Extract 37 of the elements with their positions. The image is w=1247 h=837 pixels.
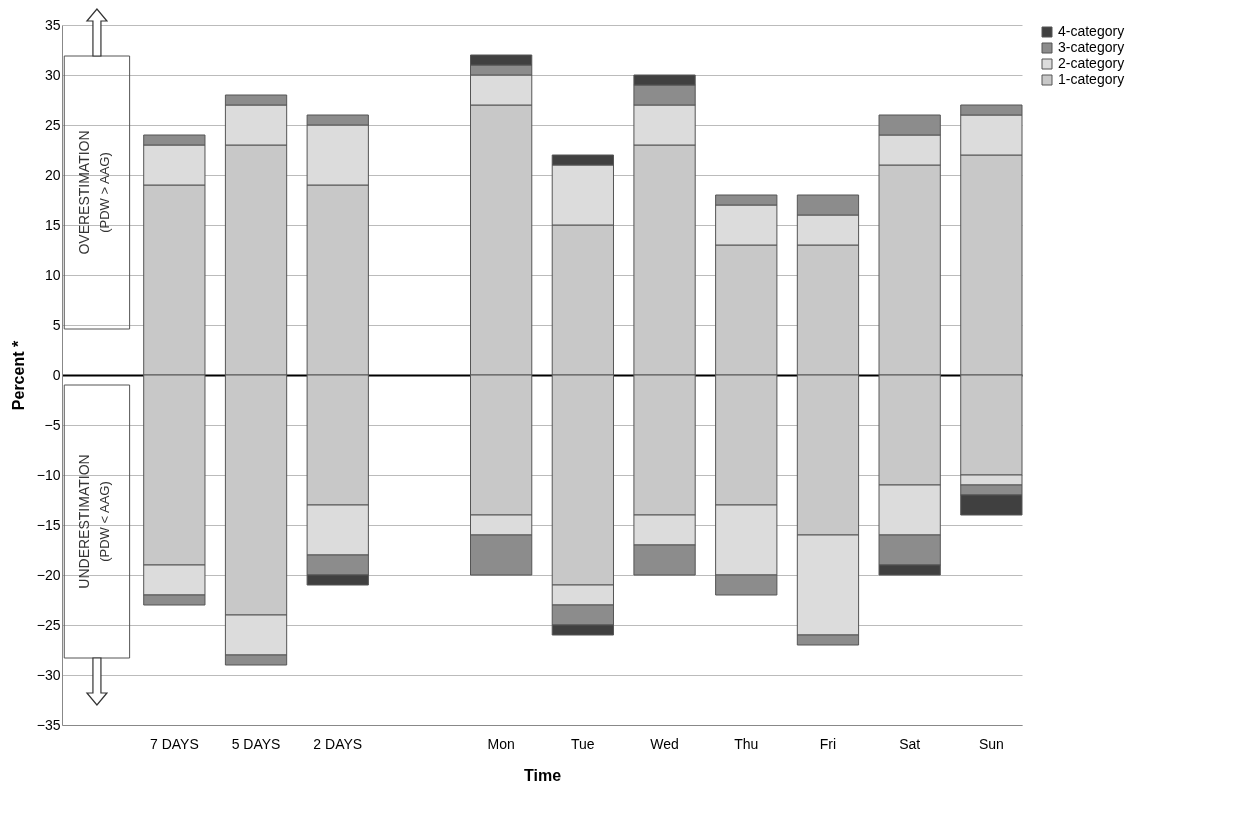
y-tick-label: 25	[44, 116, 61, 133]
y-tick-label: 0	[52, 366, 61, 383]
y-tick-label: −5	[44, 416, 61, 433]
y-tick-label: 10	[44, 266, 61, 283]
y-tick-label: 35	[44, 16, 61, 33]
annotation: (PDW < AAG)	[96, 481, 112, 562]
x-axis-title: Time	[523, 766, 562, 784]
legend-label: 4-category	[1058, 23, 1125, 39]
x-tick-label: Sun	[978, 735, 1004, 752]
x-tick-label: Thu	[734, 735, 759, 752]
text-box: OVERESTIMATION (PDW > AAG)	[63, 55, 131, 330]
x-tick-label: 7 DAYS	[149, 735, 199, 752]
y-tick-label: 20	[44, 166, 61, 183]
y-tick-label: 30	[44, 66, 61, 83]
legend-label: 3-category	[1058, 39, 1125, 55]
x-tick-label: Wed	[650, 735, 679, 752]
y-tick-label: −25	[36, 616, 61, 633]
y-tick-label: −15	[36, 516, 61, 533]
y-tick-label: −20	[36, 566, 61, 583]
y-tick-label: 15	[44, 216, 61, 233]
y-tick-label: −35	[36, 716, 61, 733]
x-tick-label: Mon	[487, 735, 515, 752]
annotation: OVERESTIMATION	[75, 130, 92, 255]
legend-label: 1-category	[1058, 71, 1125, 87]
x-tick-label: 2 DAYS	[313, 735, 363, 752]
x-tick-label: Tue	[571, 735, 595, 752]
text-box: UNDERESTIMATION (PDW < AAG)	[63, 384, 131, 659]
x-tick-label: Fri	[819, 735, 837, 752]
annotation: UNDERESTIMATION	[75, 454, 92, 589]
y-axis-title: Percent *	[9, 340, 27, 411]
y-tick-label: 5	[52, 316, 61, 333]
x-tick-label: 5 DAYS	[231, 735, 281, 752]
y-tick-label: −10	[36, 466, 61, 483]
y-tick-label: −30	[36, 666, 61, 683]
x-tick-label: Sat	[899, 735, 921, 752]
annotation: (PDW > AAG)	[96, 152, 112, 233]
legend-label: 2-category	[1058, 55, 1125, 71]
